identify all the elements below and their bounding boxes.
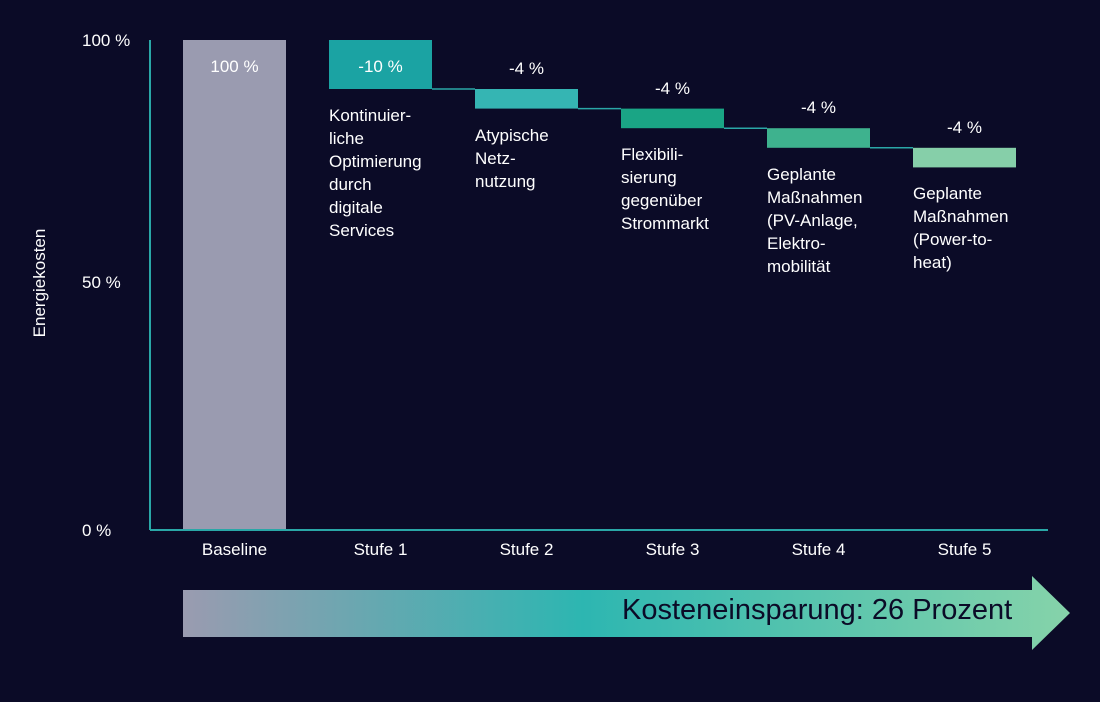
- bar-stufe-4: [767, 128, 870, 148]
- y-axis-title: Energiekosten: [30, 228, 49, 338]
- bar-stufe-3: [621, 108, 724, 129]
- x-tick-label: Stufe 1: [353, 540, 408, 559]
- data-label: -4 %: [655, 78, 690, 98]
- data-label: -4 %: [509, 59, 544, 78]
- savings-arrow: [183, 576, 1070, 650]
- x-tick-label: Stufe 2: [499, 540, 554, 559]
- bar-stufe-1: [329, 40, 432, 89]
- y-tick-100: 100 %: [82, 31, 131, 50]
- step-description: Kontinuier- liche Optimierung durch digi…: [329, 106, 422, 240]
- data-label: -4 %: [947, 117, 982, 137]
- x-tick-label: Stufe 4: [791, 540, 846, 559]
- y-tick-0: 0 %: [82, 521, 112, 540]
- step-description: Atypische Netz- nutzung: [475, 125, 549, 191]
- step-description: Geplante Maßnahmen (Power-to- heat): [913, 184, 1009, 273]
- y-tick-50: 50 %: [82, 273, 121, 292]
- x-tick-label: Stufe 5: [937, 540, 992, 559]
- data-label: -10 %: [358, 57, 403, 76]
- x-tick-label: Baseline: [201, 540, 268, 559]
- savings-arrow-label: Kosteneinsparung: 26 Prozent: [622, 594, 1013, 626]
- data-label: -4 %: [801, 98, 836, 118]
- step-description: Geplante Maßnahmen (PV-Anlage, Elektro- …: [767, 164, 863, 276]
- bar-stufe-5: [913, 147, 1016, 168]
- x-tick-label: Stufe 3: [645, 540, 700, 559]
- step-description: Flexibili- sierung gegenüber Strommarkt: [621, 145, 709, 234]
- data-label: 100 %: [210, 57, 259, 76]
- bar-stufe-2: [475, 89, 578, 109]
- bar-baseline: [183, 40, 286, 530]
